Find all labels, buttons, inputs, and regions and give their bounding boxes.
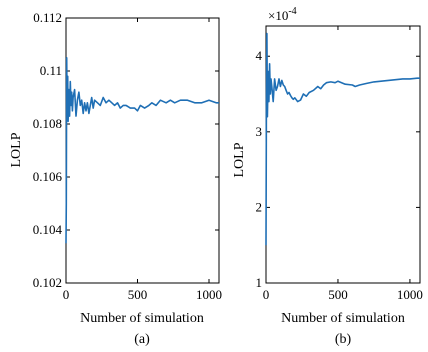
panel-b-x-tick-label: 1000 xyxy=(397,287,423,302)
panel-a-x-tick-label: 1000 xyxy=(196,287,222,302)
panel-a-y-ticks: 0.102 0.104 0.106 0.108 0.11 0.112 xyxy=(33,10,219,290)
panel-a-y-tick-label: 0.108 xyxy=(33,116,62,131)
panel-a-y-tick-label: 0.11 xyxy=(40,63,62,78)
panel-b-exponent-power: -4 xyxy=(288,6,296,17)
panel-a-y-tick-label: 0.112 xyxy=(33,10,62,25)
panel-b-x-axis-label: Number of simulation xyxy=(281,311,405,326)
panel-b-y-tick-label: 1 xyxy=(256,275,263,290)
panel-b-x-tick-label: 0 xyxy=(263,287,270,302)
panel-a-x-tick-label: 500 xyxy=(128,287,148,302)
panel-b-x-tick-label: 500 xyxy=(328,287,348,302)
panel-a-series-line xyxy=(65,57,219,244)
panel-b-y-tick-label: 3 xyxy=(256,124,263,139)
panel-a: 0.102 0.104 0.106 0.108 0.11 0.112 0 500 1000 N… xyxy=(9,10,222,347)
panel-b-label: (b) xyxy=(335,332,352,347)
panel-a-y-tick-label: 0.106 xyxy=(33,169,63,184)
panel-b-exponent-label: ×10-4 xyxy=(268,6,297,23)
panel-b-y-axis-label: LOLP xyxy=(232,142,247,177)
panel-a-x-tick-label: 0 xyxy=(63,287,70,302)
panel-a-axes-box xyxy=(65,17,220,284)
panel-b-x-ticks: 0 500 1000 xyxy=(263,26,423,302)
panel-a-x-axis-label: Number of simulation xyxy=(80,311,204,326)
panel-a-x-ticks: 0 500 1000 xyxy=(63,18,222,302)
panel-b: 1 2 3 4 0 500 1000 ×10-4 Number of simulation… xyxy=(232,6,423,347)
panel-b-series-line xyxy=(265,32,420,246)
panel-b-axes-box xyxy=(265,25,421,284)
panel-a-y-tick-label: 0.104 xyxy=(33,222,63,237)
panel-a-y-tick-label: 0.102 xyxy=(33,275,62,290)
panel-b-exponent-base: ×10 xyxy=(268,8,288,23)
panel-b-y-tick-label: 2 xyxy=(256,199,263,214)
panel-b-y-tick-label: 4 xyxy=(256,48,263,63)
panel-a-label: (a) xyxy=(134,332,150,347)
panel-a-y-axis-label: LOLP xyxy=(9,132,24,167)
